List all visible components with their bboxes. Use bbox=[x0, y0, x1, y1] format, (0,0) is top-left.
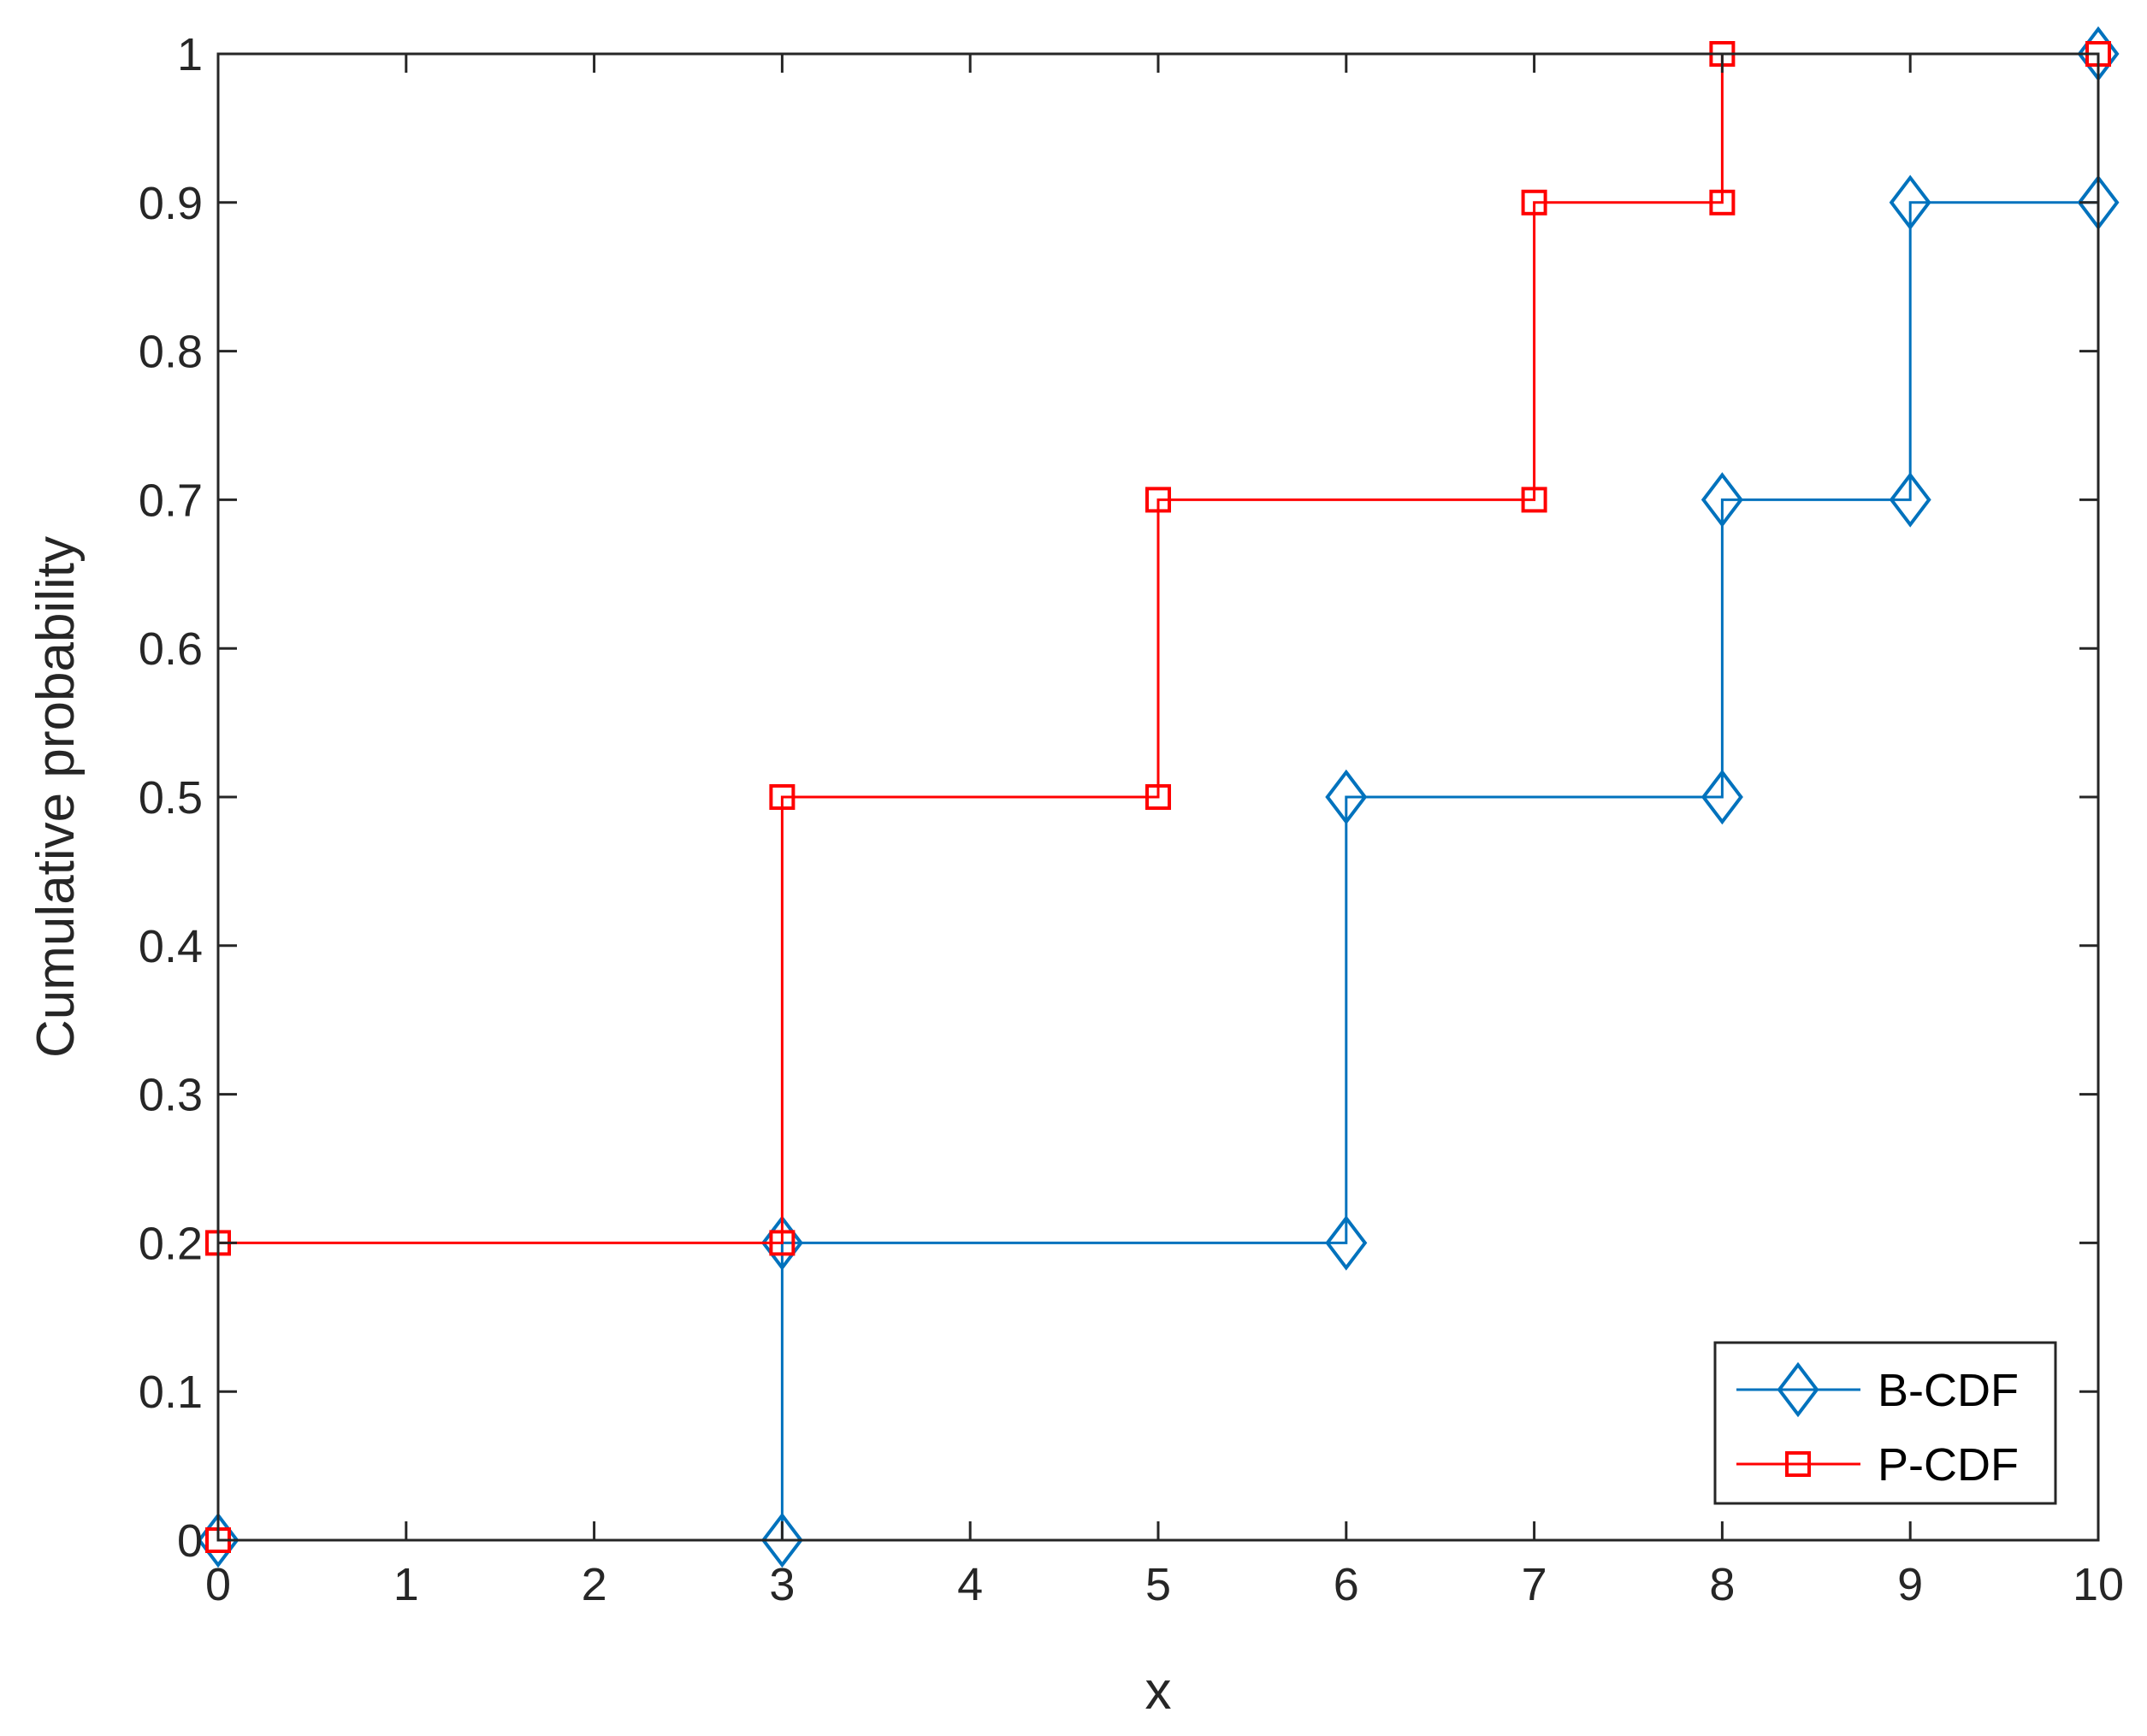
b-cdf-point bbox=[1700, 769, 1743, 825]
legend-label: P-CDF bbox=[1878, 1439, 2019, 1491]
x-tick-label: 5 bbox=[1145, 1559, 1171, 1610]
x-tick-label: 7 bbox=[1522, 1559, 1547, 1610]
p-cdf-point bbox=[1521, 487, 1547, 513]
legend-marker bbox=[1777, 1361, 1819, 1418]
b-cdf-point bbox=[1889, 472, 1931, 528]
b-cdf-point bbox=[1325, 1215, 1368, 1271]
y-tick-label: 0.4 bbox=[139, 921, 203, 972]
x-tick-label: 10 bbox=[2073, 1559, 2124, 1610]
p-cdf-point bbox=[1145, 784, 1171, 810]
x-tick-label: 9 bbox=[1897, 1559, 1923, 1610]
legend-entry-p-cdf: P-CDF bbox=[1736, 1439, 2019, 1491]
p-cdf-point bbox=[1709, 189, 1736, 216]
legend: B-CDF P-CDF bbox=[1713, 1341, 2057, 1505]
x-tick-label: 6 bbox=[1334, 1559, 1359, 1610]
y-tick-label: 0.3 bbox=[139, 1070, 203, 1121]
legend-entry-b-cdf: B-CDF bbox=[1736, 1361, 2019, 1418]
b-cdf-point bbox=[1700, 472, 1743, 528]
x-axis-label: x bbox=[1145, 1662, 1172, 1721]
p-cdf-line bbox=[216, 52, 2098, 1540]
x-tick-label: 8 bbox=[1709, 1559, 1735, 1610]
b-cdf-line bbox=[218, 54, 2100, 1542]
p-cdf-point bbox=[769, 784, 796, 810]
y-tick-label: 0.2 bbox=[139, 1218, 203, 1269]
p-cdf-point bbox=[1145, 487, 1171, 513]
x-tick-label: 0 bbox=[205, 1559, 231, 1610]
y-tick-label: 0.7 bbox=[139, 475, 203, 526]
b-cdf-point bbox=[1325, 769, 1368, 825]
y-tick-label: 0.8 bbox=[139, 327, 203, 378]
y-tick-label: 1 bbox=[177, 29, 203, 80]
y-tick-label: 0 bbox=[177, 1515, 203, 1567]
legend-box bbox=[1713, 1341, 2057, 1505]
x-tick-label: 3 bbox=[769, 1559, 795, 1610]
y-tick-label: 0.6 bbox=[139, 623, 203, 675]
legend-marker bbox=[1785, 1451, 1811, 1477]
y-axis-label: Cumulative probability bbox=[27, 536, 86, 1058]
y-tick-label: 0.1 bbox=[139, 1367, 203, 1418]
p-cdf-point bbox=[1521, 189, 1547, 216]
b-cdf-point bbox=[760, 1512, 803, 1568]
x-tick-label: 1 bbox=[393, 1559, 419, 1610]
x-tick-label: 4 bbox=[957, 1559, 983, 1610]
b-cdf-point bbox=[1889, 174, 1931, 231]
axes-layer: 0 1 2 3 4 5 6 7 8 9 10 0 0.1 0.2 0.3 0.4 0.5 0.6 0.7 0.8 0.9… bbox=[139, 29, 2124, 1610]
legend-label: B-CDF bbox=[1878, 1365, 2019, 1416]
p-cdf-point bbox=[769, 1230, 796, 1256]
y-tick-label: 0.5 bbox=[139, 772, 203, 824]
y-tick-label: 0.9 bbox=[139, 178, 203, 229]
x-tick-label: 2 bbox=[582, 1559, 607, 1610]
